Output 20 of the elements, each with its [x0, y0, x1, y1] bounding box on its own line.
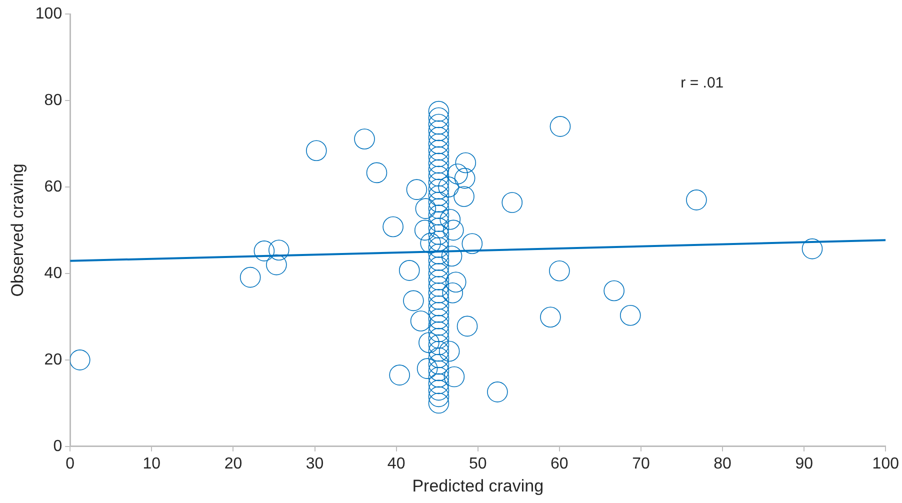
- x-tick-label: 70: [632, 455, 650, 472]
- x-tick-label: 90: [795, 455, 814, 472]
- x-tick-label: 20: [224, 455, 242, 472]
- y-tick-label: 100: [35, 5, 62, 22]
- y-tick-label: 40: [44, 264, 62, 282]
- x-tick-label: 10: [142, 455, 161, 472]
- x-tick-label: 80: [714, 455, 732, 472]
- y-tick-label: 20: [44, 351, 62, 368]
- y-tick-label: 80: [44, 92, 62, 109]
- y-axis-title: Observed craving: [8, 164, 27, 297]
- x-tick-label: 100: [872, 455, 900, 472]
- annotation: r = .01: [680, 74, 724, 92]
- x-tick-label: 30: [306, 455, 324, 472]
- y-tick-label: 0: [53, 438, 62, 455]
- x-tick-label: 60: [550, 455, 568, 472]
- x-tick-label: 50: [468, 455, 487, 472]
- x-axis-title: Predicted craving: [412, 476, 544, 496]
- x-tick-label: 0: [66, 455, 75, 472]
- x-tick-label: 40: [387, 455, 406, 472]
- y-tick-label: 60: [44, 178, 62, 196]
